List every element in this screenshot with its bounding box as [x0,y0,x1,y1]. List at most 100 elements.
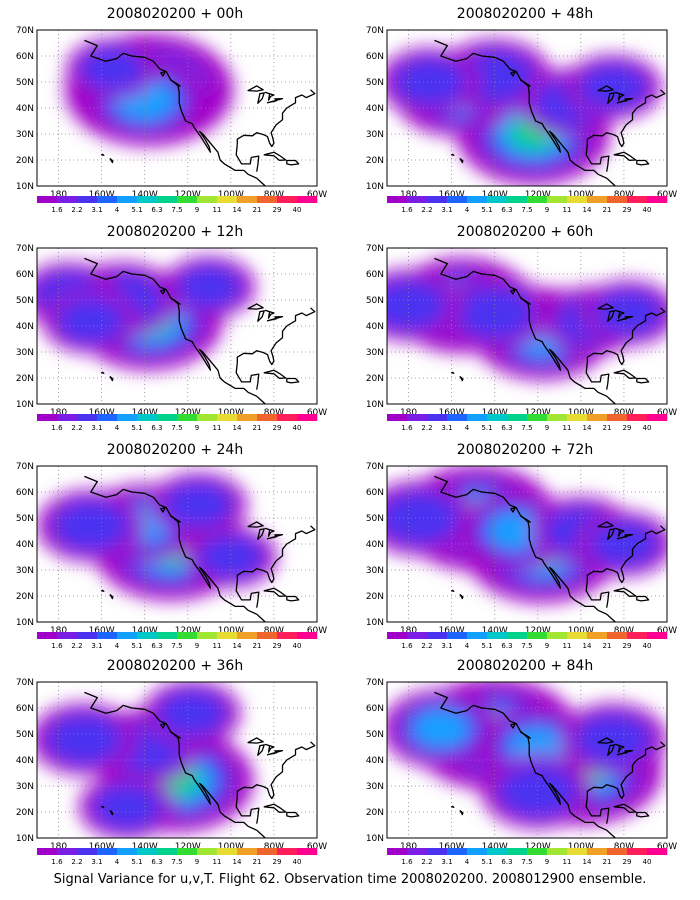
colorbar-swatch [647,848,668,855]
great-lake [607,528,615,540]
colorbar-swatch [567,632,588,639]
colorbar-label: 1.6 [401,858,413,866]
lon-tick-label: 60W [307,408,327,418]
colorbar-swatch [297,632,318,639]
colorbar-swatch [237,414,258,421]
great-lake [257,528,265,540]
island [613,587,637,597]
lon-tick-label: 60W [307,190,327,200]
coastline-yucatan [585,144,610,172]
colorbar-label: 40 [643,858,652,866]
lon-tick-label: 60W [657,842,677,852]
lon-tick-label: 80W [614,190,634,200]
colorbar: 1.6 2.2 3.1 4 5.1 6.3 7.5 9 11 14 21 29 40 [387,414,668,432]
colorbar-label: 40 [293,206,302,214]
colorbar-label: 5.1 [131,642,142,650]
colorbar-label: 1.6 [401,642,413,650]
great-lake [616,315,634,322]
lat-tick-label: 40N [16,540,34,550]
colorbar-swatch [217,196,238,203]
colorbar-label: 4 [115,206,120,214]
colorbar-label: 7.5 [171,858,182,866]
island [636,811,650,818]
colorbar-swatch [197,848,218,855]
colorbar-label: 5.1 [131,424,142,432]
colorbar-swatch [297,414,318,421]
colorbar-label: 11 [213,858,222,866]
colorbar-label: 1.6 [51,858,63,866]
colorbar-swatch [407,196,428,203]
colorbar-label: 21 [253,858,262,866]
lat-tick-label: 10N [16,834,34,844]
great-lake [266,533,284,540]
coastline-west [84,691,266,838]
coastline [84,257,316,404]
colorbar-label: 40 [293,858,302,866]
island [100,153,105,156]
colorbar-swatch [177,196,198,203]
colorbar-swatch [197,196,218,203]
colorbar-swatch [467,632,488,639]
lat-tick-label: 70N [366,678,384,688]
colorbar-label: 2.2 [421,206,432,214]
lon-tick-label: 160W [439,626,465,636]
colorbar-swatch [387,848,408,855]
colorbar-swatch [137,196,158,203]
island [169,515,181,523]
colorbar-label: 7.5 [521,858,532,866]
coastline-yucatan [585,796,610,824]
island [510,506,516,513]
colorbar-swatch [447,414,468,421]
colorbar-label: 9 [545,642,549,650]
colorbar-swatch [627,848,648,855]
plot-frame [36,465,318,623]
colorbar-swatch [57,196,78,203]
island [263,803,287,813]
lat-tick-label: 60N [366,488,384,498]
coastline-east [586,525,666,584]
lon-tick-label: 120W [525,408,551,418]
colorbar-swatch [97,196,118,203]
colorbar-label: 29 [273,424,282,432]
colorbar-swatch [527,414,548,421]
variance-field [65,33,233,146]
colorbar-label: 21 [603,424,612,432]
colorbar-label: 29 [623,206,632,214]
plot-frame [386,247,668,405]
lat-tick-label: 50N [366,514,384,524]
great-lake [607,744,615,756]
colorbar-label: 3.1 [441,858,452,866]
colorbar-label: 9 [195,424,199,432]
lat-tick-label: 30N [16,782,34,792]
colorbar-label: 3.1 [441,424,452,432]
island [459,810,464,816]
island [100,589,105,592]
lat-tick-label: 70N [366,462,384,472]
map-84h: 10N 20N 30N 40N 50N 60N 70N 180 160W 140W 120W 100W… [366,678,677,866]
colorbar-swatch [277,414,298,421]
lat-tick-label: 70N [16,26,34,36]
lon-tick-label: 140W [132,626,158,636]
colorbar-swatch [527,848,548,855]
colorbar-swatch [507,414,528,421]
variance-field [387,257,667,380]
colorbar-label: 14 [233,206,242,214]
colorbar-swatch [97,414,118,421]
coastline-yucatan [585,362,610,390]
great-lake [264,91,275,101]
coastline-east [586,741,666,800]
island [459,594,464,600]
colorbar-swatch [427,632,448,639]
colorbar-label: 2.2 [71,642,82,650]
colorbar-label: 2.2 [71,206,82,214]
coastline-yucatan [235,796,260,824]
lat-tick-label: 10N [366,182,384,192]
colorbar-label: 7.5 [171,206,182,214]
colorbar-label: 5.1 [131,858,142,866]
colorbar-label: 7.5 [521,642,532,650]
great-lake [616,533,634,540]
great-lake [597,521,614,528]
island [519,297,531,305]
plot-frame [386,465,668,623]
island [263,587,287,597]
